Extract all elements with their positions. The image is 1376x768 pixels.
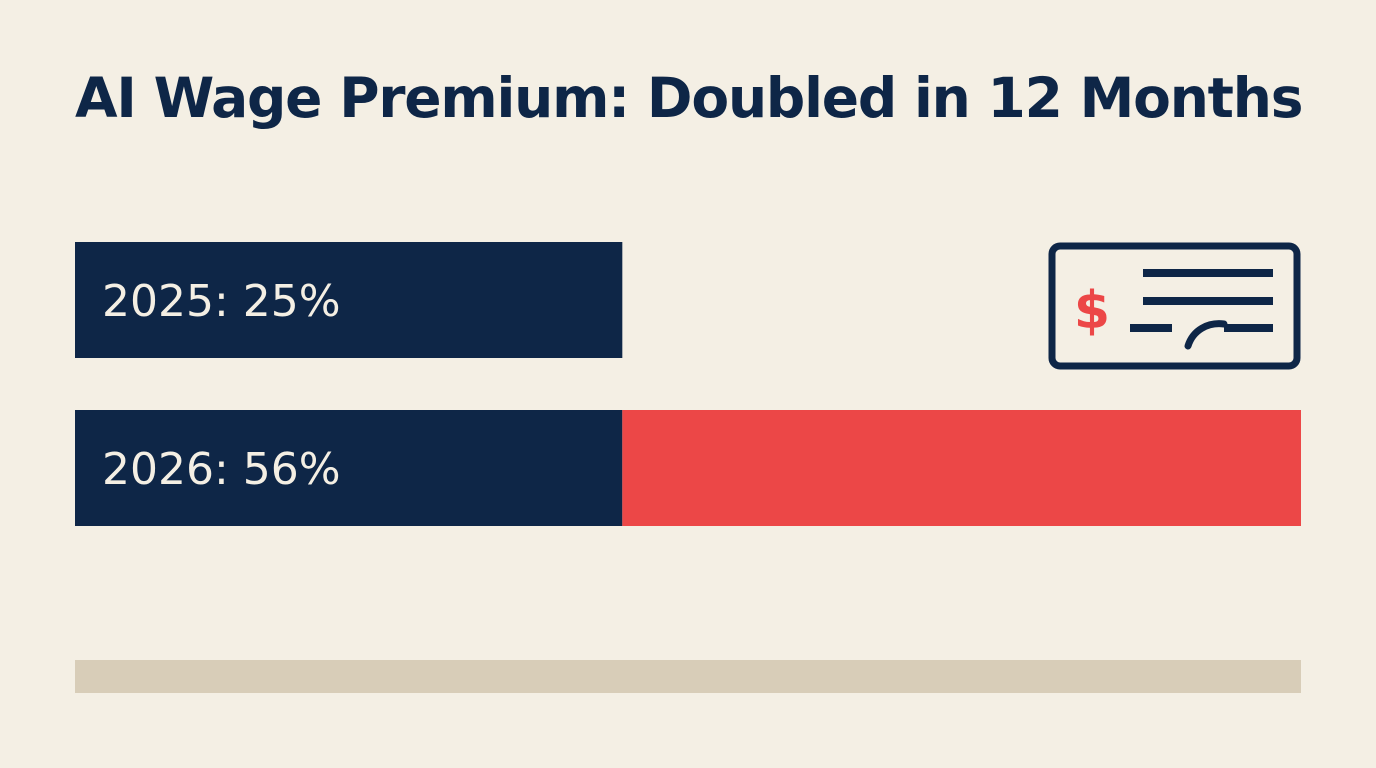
base-track	[75, 660, 1301, 693]
check-line	[1143, 269, 1273, 277]
labels-layer: 2025: 25% 2026: 56%	[102, 276, 341, 495]
paycheck-icon: $	[1048, 242, 1301, 370]
bar-label-2026: 2026: 56%	[102, 444, 341, 495]
bar-label-2025: 2025: 25%	[102, 276, 341, 327]
bar-segment-2026	[622, 410, 1301, 526]
bar-segment-2026	[75, 410, 623, 526]
check-line	[1130, 324, 1172, 332]
check-line	[1143, 297, 1273, 305]
signature-stroke	[1184, 320, 1228, 350]
chart-title: AI Wage Premium: Doubled in 12 Months	[75, 66, 1303, 130]
bars-layer	[75, 242, 1301, 526]
dollar-sign-icon: $	[1074, 281, 1110, 341]
bar-2025	[75, 242, 623, 358]
check-line	[1224, 324, 1273, 332]
